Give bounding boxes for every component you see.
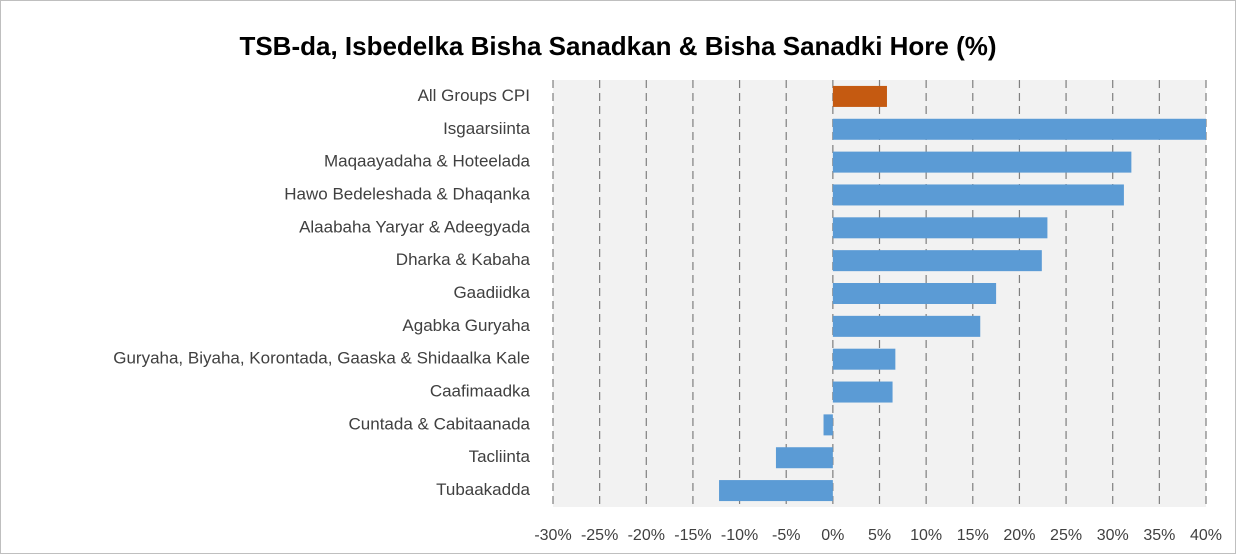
y-tick-label: Caafimaadka xyxy=(430,382,531,401)
bar xyxy=(832,151,1132,173)
x-tick-label: -20% xyxy=(628,527,665,544)
x-tick-label: 0% xyxy=(821,527,844,544)
y-tick-label: Gaadiidka xyxy=(453,283,530,302)
x-tick-label: 15% xyxy=(957,527,989,544)
y-tick-label: Dharka & Kabaha xyxy=(396,250,531,269)
y-tick-label: All Groups CPI xyxy=(418,86,530,105)
bar xyxy=(832,283,997,304)
bar xyxy=(832,118,1206,140)
y-tick-label: Tacliinta xyxy=(469,447,531,466)
y-tick-label: Tubaakadda xyxy=(436,480,530,499)
bar xyxy=(832,85,887,107)
bar xyxy=(832,315,981,337)
y-tick-label: Isgaarsiinta xyxy=(443,119,530,138)
y-tick-label: Cuntada & Cabitaanada xyxy=(349,414,531,433)
x-tick-label: 25% xyxy=(1050,527,1082,544)
y-tick-label: Agabka Guryaha xyxy=(402,316,530,335)
x-tick-label: 30% xyxy=(1097,527,1129,544)
bar xyxy=(719,480,833,502)
y-tick-label: Guryaha, Biyaha, Korontada, Gaaska & Shi… xyxy=(113,349,530,368)
x-tick-label: -30% xyxy=(534,527,571,544)
bar xyxy=(832,184,1124,206)
x-tick-label: -25% xyxy=(581,527,618,544)
bar xyxy=(832,250,1042,272)
x-tick-label: -5% xyxy=(772,527,800,544)
y-tick-label: Maqaayadaha & Hoteelada xyxy=(324,152,531,171)
bar xyxy=(832,348,896,370)
y-tick-label: Hawo Bedeleshada & Dhaqanka xyxy=(284,184,530,203)
x-tick-label: 10% xyxy=(910,527,942,544)
bar xyxy=(832,217,1048,239)
y-tick-label: Alaabaha Yaryar & Adeegyada xyxy=(299,217,530,236)
chart-title: TSB-da, Isbedelka Bisha Sanadkan & Bisha… xyxy=(239,31,996,61)
x-tick-label: -10% xyxy=(721,527,758,544)
x-tick-label: -15% xyxy=(674,527,711,544)
x-tick-label: 20% xyxy=(1003,527,1035,544)
x-tick-label: 35% xyxy=(1143,527,1175,544)
bar xyxy=(832,381,893,403)
bar xyxy=(775,447,833,469)
x-tick-label: 5% xyxy=(868,527,891,544)
bar xyxy=(823,414,833,436)
x-tick-label: 40% xyxy=(1190,527,1222,544)
